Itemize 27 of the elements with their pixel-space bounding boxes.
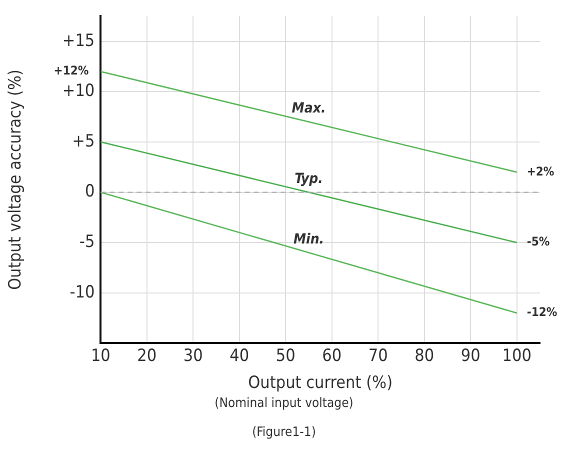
x-axis-title: Output current (%) bbox=[248, 373, 393, 394]
x-tick-label: 10 bbox=[90, 346, 110, 366]
x-tick-label: 20 bbox=[137, 346, 157, 366]
x-tick-label: 60 bbox=[322, 346, 342, 366]
text: (Figure1-1) bbox=[251, 425, 317, 440]
y-axis-title: Output voltage accuracy (%) bbox=[6, 70, 26, 290]
x-tick-label: 40 bbox=[230, 346, 250, 366]
series-label: Max. bbox=[292, 100, 326, 116]
y-tick-label: -10 bbox=[70, 282, 95, 302]
y-tick-label: +15 bbox=[62, 30, 95, 51]
series-label: Typ. bbox=[294, 170, 323, 187]
y-tick-label: +10 bbox=[62, 81, 95, 102]
x-tick-label: 100 bbox=[502, 346, 532, 366]
x-tick-label: 30 bbox=[183, 346, 203, 366]
data-label: +2% bbox=[526, 164, 554, 178]
x-tick-label: 80 bbox=[414, 346, 434, 366]
y-tick-label: 0 bbox=[84, 182, 95, 202]
y-tick-label: +5 bbox=[72, 131, 95, 152]
data-label: -5% bbox=[526, 234, 550, 249]
y-tick-label: -5 bbox=[79, 232, 95, 252]
data-label: +12% bbox=[54, 64, 89, 78]
x-tick-label: 70 bbox=[368, 346, 388, 366]
series-label: Min. bbox=[293, 231, 324, 248]
x-tick-label: 50 bbox=[276, 346, 296, 366]
text: (Nominal input voltage) bbox=[214, 396, 354, 411]
x-tick-label: 90 bbox=[460, 346, 480, 366]
data-label: -12% bbox=[526, 305, 558, 320]
